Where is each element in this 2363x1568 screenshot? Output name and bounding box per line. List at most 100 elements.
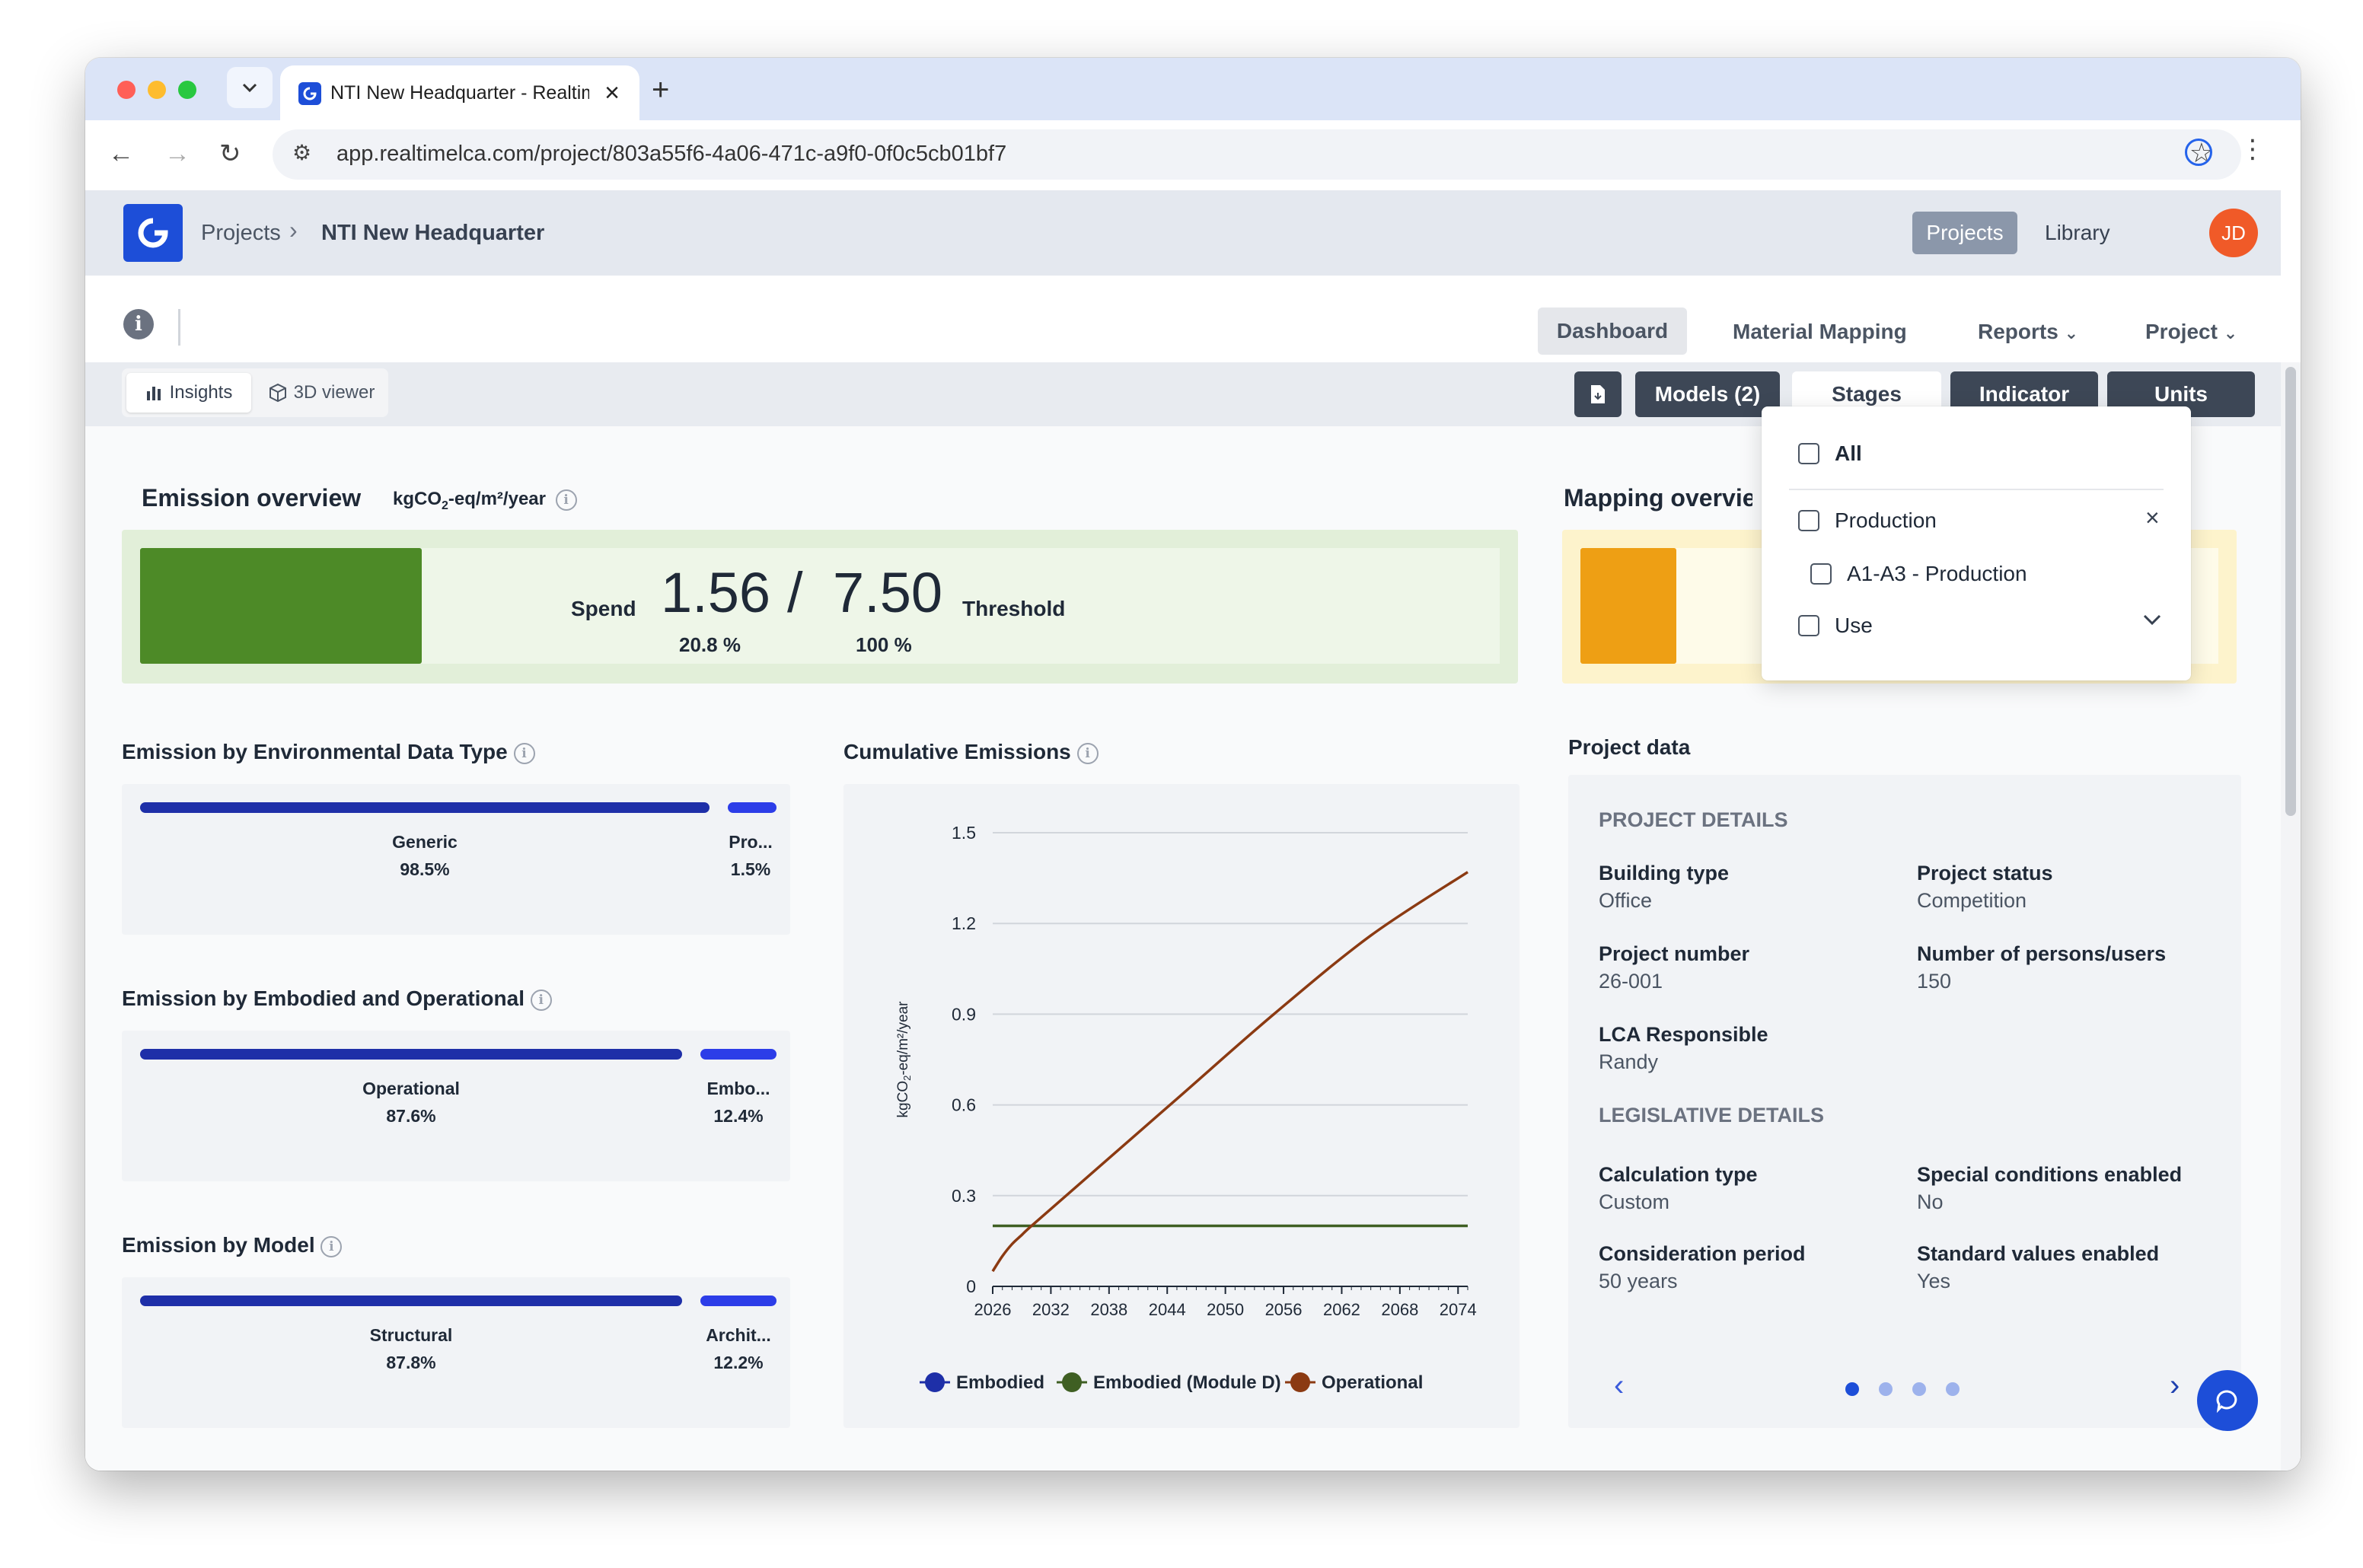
breakdown-label-structural: Structural 87.8% [140,1321,682,1376]
info-icon[interactable]: i [1076,742,1099,764]
insights-label: Insights [169,382,233,403]
nav-library-link[interactable]: Library [2045,221,2110,244]
info-icon[interactable]: i [123,309,154,339]
3d-viewer-label: 3D viewer [293,382,375,403]
back-arrow-icon[interactable]: ← [108,139,134,168]
app-logo[interactable] [123,204,183,262]
calculation-type-value: Custom [1599,1190,1670,1213]
y-tick-label: 0 [966,1276,976,1296]
address-bar[interactable]: ⚙ app.realtimelca.com/project/803a55f6-4… [273,129,2241,180]
segment-name: Archit... [706,1325,771,1345]
nav-projects-button[interactable]: Projects [1912,212,2017,254]
carousel-prev-icon[interactable]: ‹ [1614,1369,1625,1402]
export-pdf-button[interactable] [1574,371,1622,417]
favicon-icon [298,82,321,105]
chat-support-button[interactable] [2197,1370,2258,1431]
stage-option-production[interactable]: Production [1798,508,1937,533]
dropdown-divider [1789,489,2164,490]
bar-chart-icon [146,387,161,400]
stage-option-all-label: All [1835,441,1862,465]
y-tick-label: 0.6 [952,1095,976,1115]
checkbox-use[interactable] [1798,615,1819,636]
x-tick-label: 2074 [1440,1300,1477,1319]
breadcrumb-current: NTI New Headquarter [321,221,545,245]
breakdown-label-embodied: Embo... 12.4% [693,1075,784,1130]
tab-reports-label: Reports [1978,320,2058,343]
tab-project[interactable]: Project ⌄ [2145,320,2237,344]
carousel-dot-3[interactable] [1912,1382,1926,1396]
tab-material-mapping[interactable]: Material Mapping [1733,320,1907,343]
y-axis-label-rest: -eq/m²/year [895,1001,911,1076]
checkbox-a1a3[interactable] [1810,563,1832,585]
models-button[interactable]: Models (2) [1635,371,1780,417]
carousel-next-icon[interactable]: › [2170,1369,2180,1402]
scrollbar-thumb[interactable] [2285,367,2296,816]
3d-viewer-tab[interactable]: 3D viewer [260,373,382,413]
info-icon[interactable]: i [555,489,577,511]
close-tab-icon[interactable]: × [604,78,620,107]
series-line-operational [991,871,1469,1273]
profile-icon[interactable] [2185,139,2212,166]
checkbox-production[interactable] [1798,510,1819,531]
building-type-label: Building type [1599,862,1729,884]
page-scrollbar[interactable] [2281,362,2301,1471]
chevron-down-icon[interactable] [2142,613,2162,629]
reload-icon[interactable]: ↻ [219,139,241,168]
spend-value: 1.56 [661,561,771,624]
stage-option-use-label: Use [1835,613,1873,637]
insights-tab[interactable]: Insights [126,373,251,413]
forward-arrow-icon[interactable]: → [164,139,190,168]
persons-value: 150 [1917,970,1952,993]
stage-option-a1a3[interactable]: A1-A3 - Production [1810,562,2027,586]
cumulative-emissions-card: 0 0.3 0.6 0.9 1.2 1.5 2026 2032 2038 2044 2050 2056… [843,784,1520,1428]
maximize-window-button[interactable] [178,81,196,99]
info-icon[interactable]: i [530,989,552,1011]
tab-search-button[interactable] [227,67,273,108]
browser-menu-icon[interactable]: ⋮ [2240,135,2266,164]
chevron-down-icon: ⌄ [2223,323,2238,343]
breakdown-bar-operational[interactable] [140,1049,682,1060]
x-tick-label: 2056 [1265,1300,1303,1319]
logo-icon [138,218,168,248]
dashboard-toolbar: Insights 3D viewer Models (2) Stages Ind… [85,362,2281,426]
collapse-x-icon[interactable]: × [2145,504,2160,531]
carousel-dot-1[interactable] [1845,1382,1859,1396]
carousel-dot-4[interactable] [1946,1382,1960,1396]
close-window-button[interactable] [117,81,136,99]
browser-tab-active[interactable]: NTI New Headquarter - RealtimeLCA × [280,65,639,120]
info-icon[interactable]: i [320,1235,343,1257]
minimize-window-button[interactable] [148,81,166,99]
segment-percent: 87.6% [386,1106,436,1126]
breakdown-bar-product[interactable] [728,802,777,813]
breakdown-bar-generic[interactable] [140,802,710,813]
new-tab-button[interactable]: + [652,73,670,107]
x-tick-label: 2026 [974,1300,1012,1319]
building-type-value: Office [1599,889,1653,912]
mapping-progress-bar [1580,548,1676,664]
cube-icon [269,383,286,403]
project-data-title: Project data [1568,735,1691,759]
segment-name: Structural [369,1325,453,1345]
breakdown-bar-structural[interactable] [140,1296,682,1306]
checkbox-all[interactable] [1798,443,1819,464]
app-header: Projects › NTI New Headquarter Projects … [85,190,2281,276]
spend-progress-bar [140,548,422,664]
calculation-type-label: Calculation type [1599,1163,1758,1186]
carousel-dot-2[interactable] [1879,1382,1893,1396]
stage-option-all[interactable]: All [1798,441,1862,466]
url-text[interactable]: app.realtimelca.com/project/803a55f6-4a0… [336,142,1007,166]
breadcrumb-projects[interactable]: Projects [201,221,281,245]
tab-dashboard[interactable]: Dashboard [1538,308,1687,355]
breakdown-bar-embodied[interactable] [700,1049,777,1060]
tab-reports[interactable]: Reports ⌄ [1978,320,2078,344]
stage-option-use[interactable]: Use [1798,613,1873,638]
info-icon[interactable]: i [513,742,535,764]
persons-label: Number of persons/users [1917,942,2167,965]
site-settings-icon[interactable]: ⚙ [292,141,312,164]
user-avatar[interactable]: JD [2209,209,2258,257]
segment-name: Embo... [706,1079,770,1098]
breakdown-bar-architectural[interactable] [700,1296,777,1306]
unit-rest: -eq/m²/year [448,489,546,509]
legend-label: Embodied [956,1372,1044,1393]
lca-responsible-value: Randy [1599,1050,1659,1073]
